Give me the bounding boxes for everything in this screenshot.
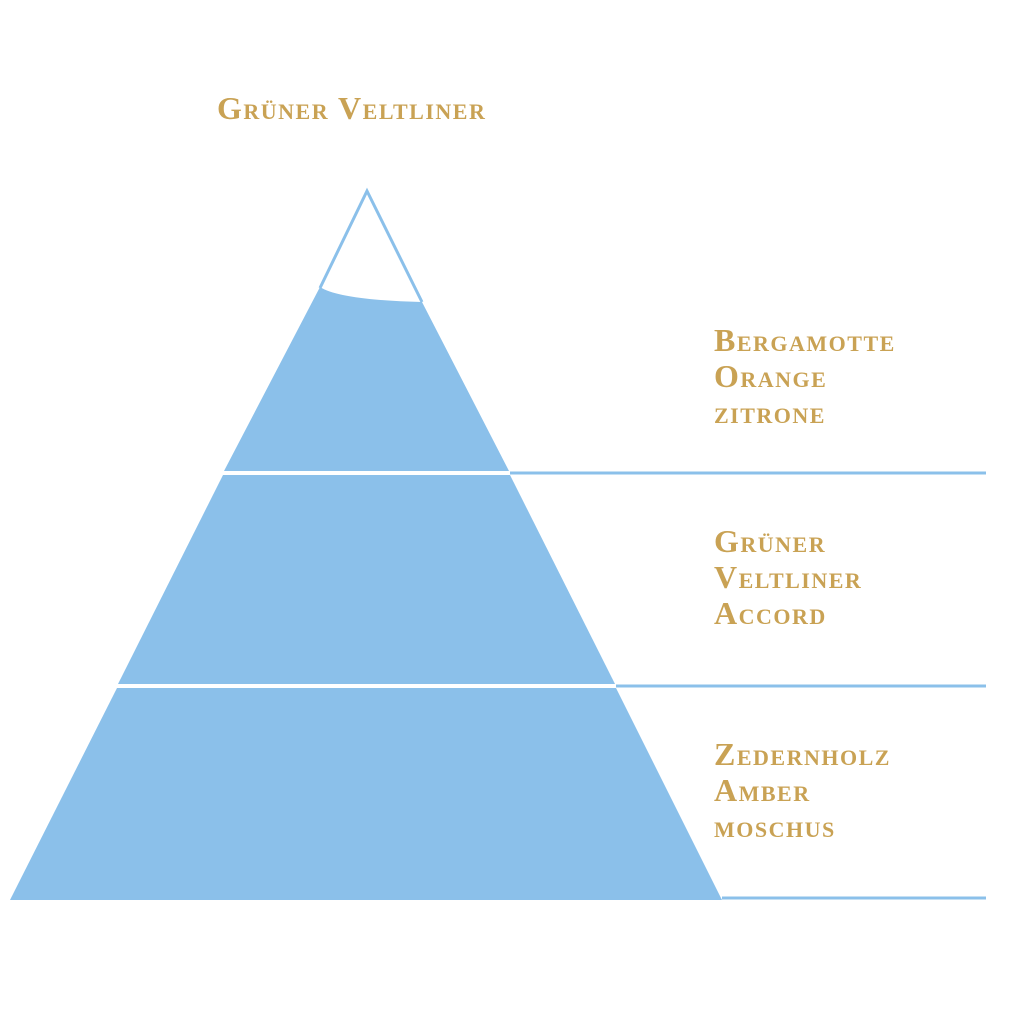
note-label: Accord [714, 595, 827, 631]
note-label: Bergamotte [714, 322, 896, 358]
base-notes: Zedernholz Amber moschus [714, 736, 891, 844]
note-label: Veltliner [714, 559, 863, 595]
pyramid-base-tier [10, 688, 722, 900]
pyramid-apex-outline [318, 187, 424, 303]
diagram-title: Grüner Veltliner [217, 90, 487, 126]
note-label: Zedernholz [714, 736, 891, 772]
note-label: Orange [714, 358, 828, 394]
pyramid-heart-tier [118, 475, 615, 684]
note-label: zitrone [714, 394, 826, 430]
pyramid-top-tier [224, 287, 509, 471]
note-label: Amber [714, 772, 811, 808]
heart-notes: Grüner Veltliner Accord [714, 523, 862, 631]
top-notes: Bergamotte Orange zitrone [714, 322, 896, 430]
note-label: Grüner [714, 523, 827, 559]
note-label: moschus [714, 808, 836, 844]
